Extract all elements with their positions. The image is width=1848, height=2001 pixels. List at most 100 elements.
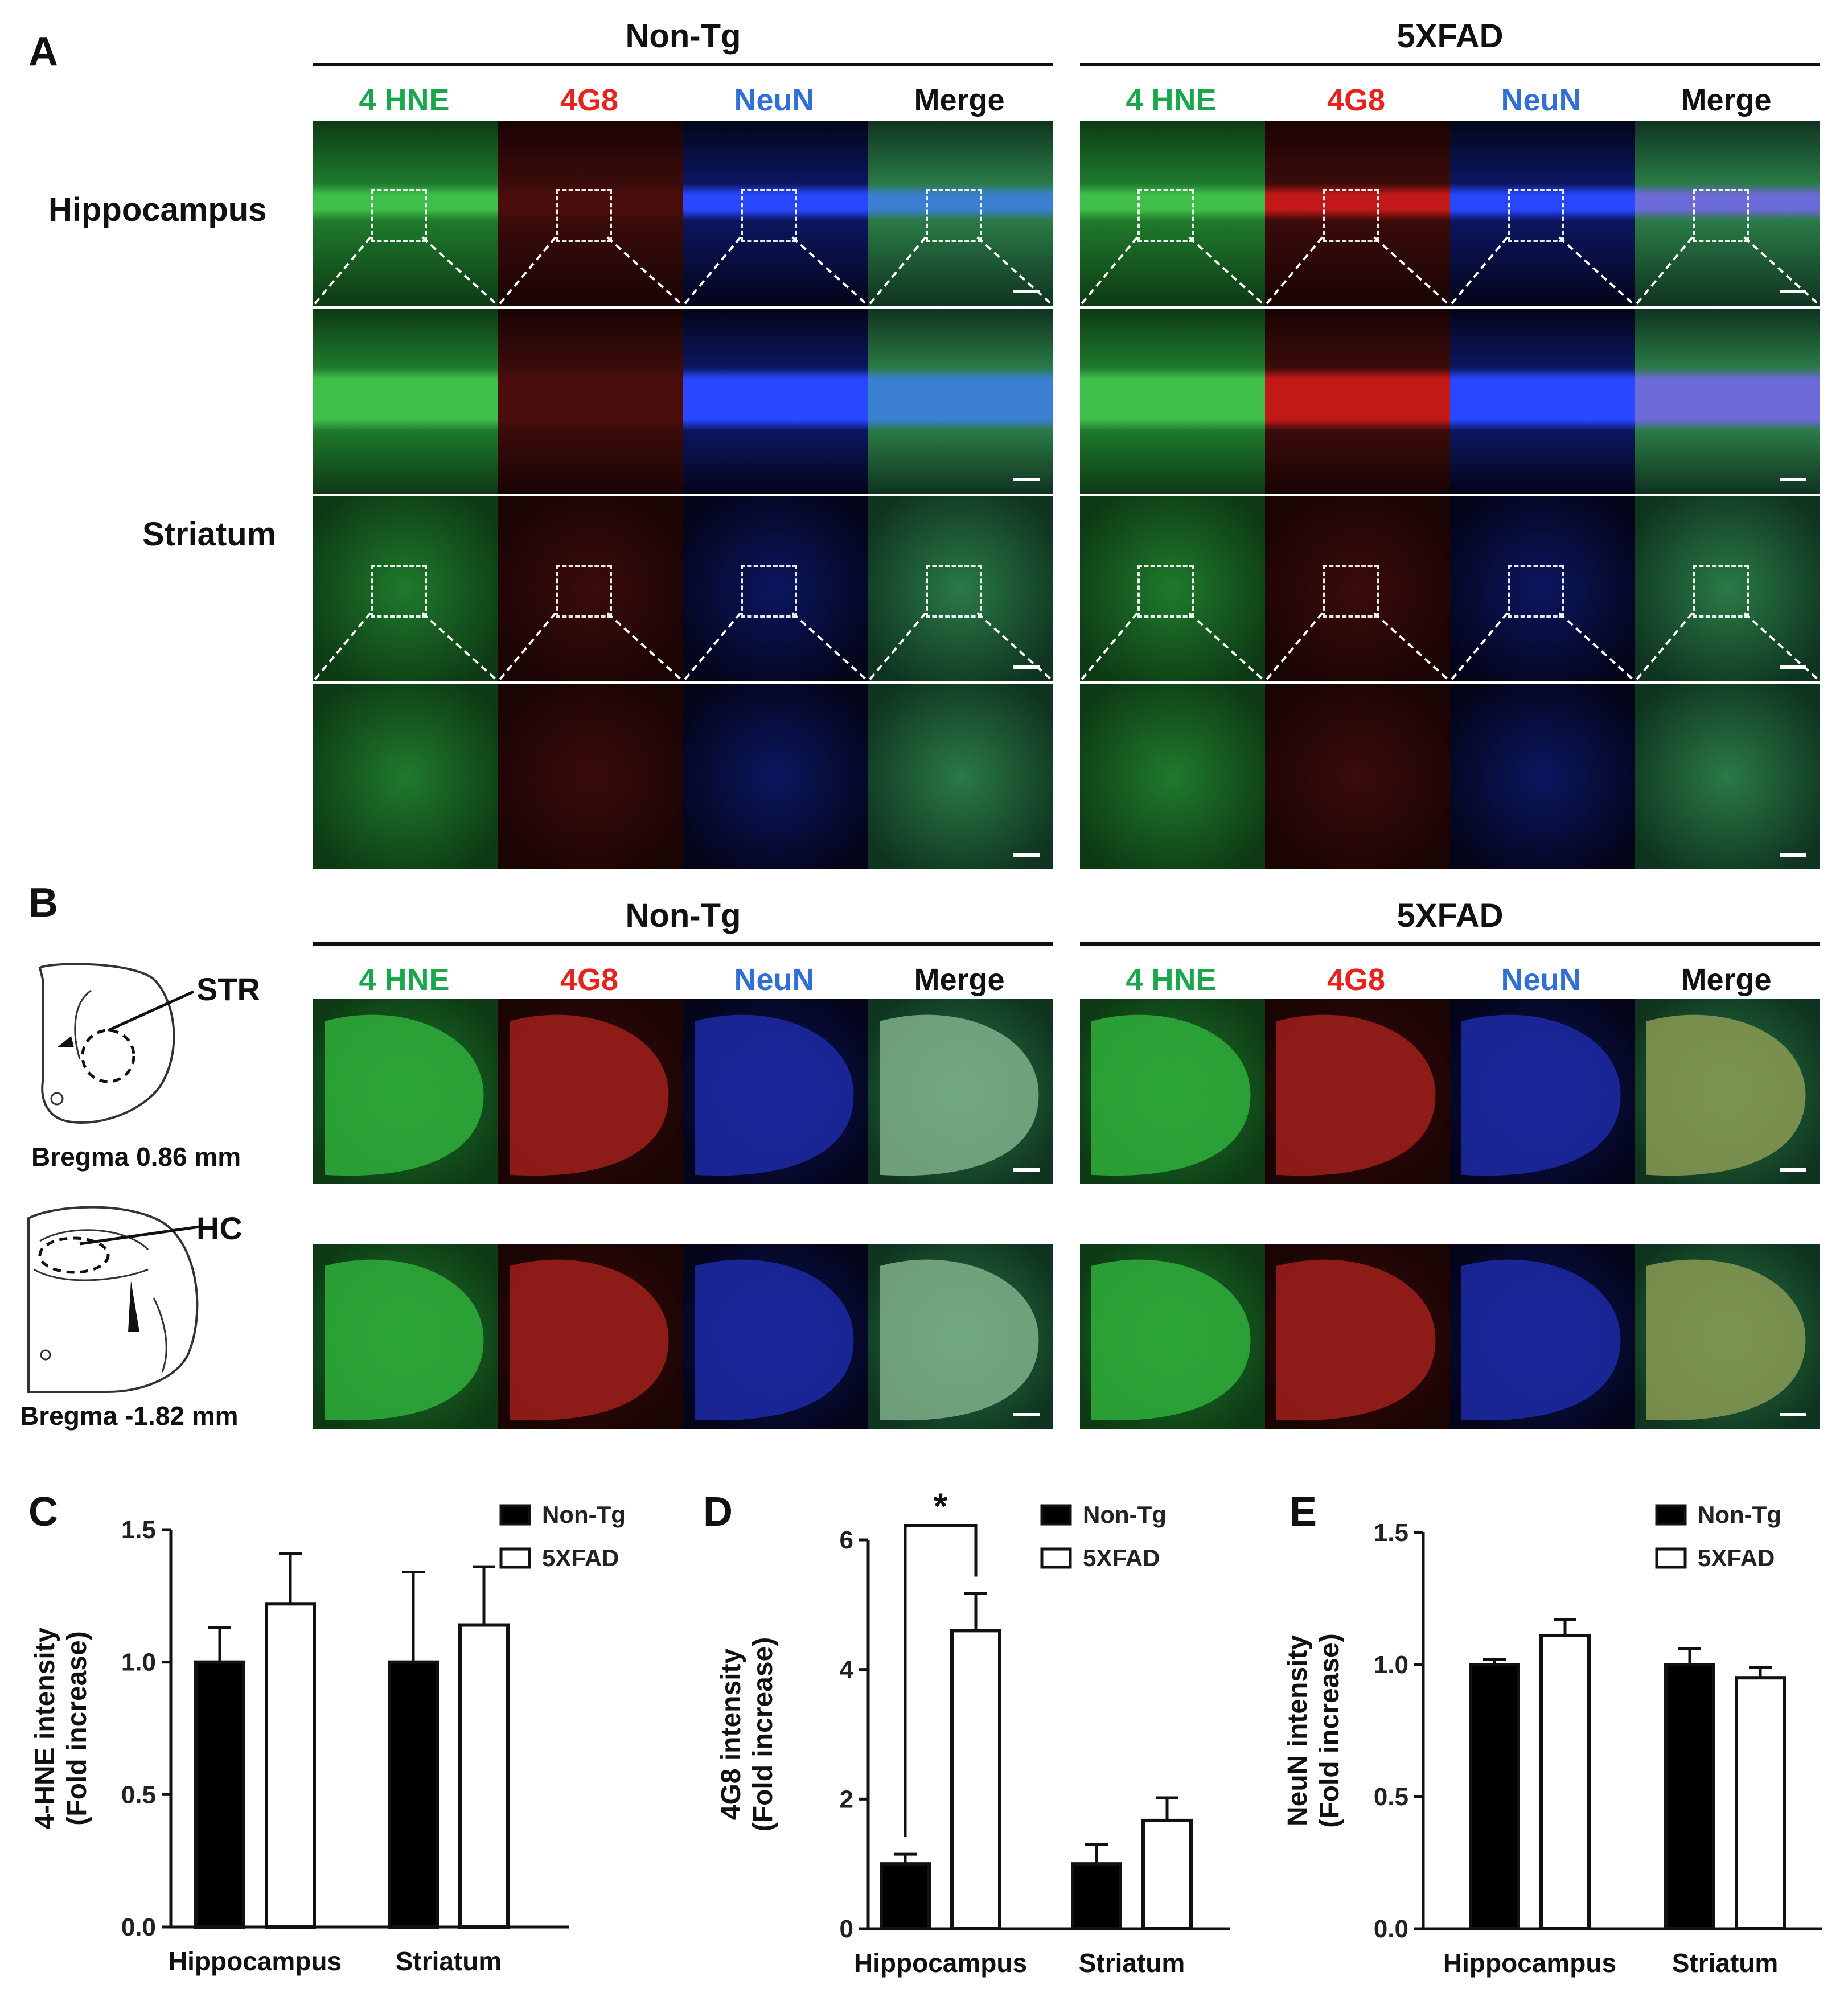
brain-section-shape [695,1014,854,1176]
inset-zoom-lines [1450,236,1635,306]
micrograph-g8 [1265,309,1450,494]
micrograph-merge [868,309,1053,494]
y-axis-label: (Fold increase) [1315,1633,1345,1827]
coronal-atlas-hc [27,1206,200,1393]
group-underline [1080,63,1820,66]
bar-non-tg-striatum [388,1660,439,1929]
bar-chart-neun: 0.0 0.5 1.0 1.5 NeuN intensity (Fold increase… [1283,1501,1822,1978]
brain-section-shape [1646,1014,1806,1176]
channel-header-hne: 4 HNE [359,83,450,117]
scale-bar [1780,1168,1806,1172]
micrograph-merge [1635,496,1820,681]
x-tick-label: Hippocampus [1443,1948,1616,1978]
micrograph-merge [868,999,1053,1184]
y-tick-label: 2 [840,1785,853,1813]
channel-header-merge: Merge [914,963,1005,997]
group-title-5xfad-a: 5XFAD [1397,18,1504,55]
y-tick-label: 0.5 [121,1781,156,1809]
inset-zoom-lines [313,236,498,306]
panel-label-e: E [1290,1489,1317,1535]
inset-zoom-lines [1265,236,1450,306]
micrograph-hne [313,496,498,681]
significance-bracket [904,1523,978,1838]
inset-zoom-lines [1080,612,1265,681]
bar-5xfad-striatum [1141,1818,1193,1930]
inset-zoom-lines [683,236,868,306]
micrograph-neun [1450,309,1635,494]
row-label-striatum: Striatum [142,516,277,553]
panel-label-b: B [28,880,58,926]
bar-chart-4g8: 0 2 4 6 4G8 intensity (Fold increase) Hippocam… [716,1485,1230,1978]
inset-box [1322,565,1379,618]
y-axis-label: (Fold increase) [748,1637,778,1831]
bar-5xfad-striatum [458,1623,510,1929]
inset-box [1507,565,1564,618]
inset-box [925,565,982,618]
panel-label-a: A [28,29,58,75]
inset-box [555,565,612,618]
y-axis-label: NeuN intensity [1283,1635,1313,1826]
micrograph-merge [1635,309,1820,494]
micrograph-neun [683,684,868,869]
bar-chart-4hne: 0.0 0.5 1.0 1.5 4-HNE intensity (Fold increas… [30,1501,626,1976]
x-tick-label: Striatum [396,1946,502,1976]
channel-header-g8: 4G8 [1327,83,1386,117]
legend-label: 5XFAD [1698,1544,1775,1571]
bar-non-tg-hippocampus [194,1660,245,1929]
significance-star: * [934,1485,948,1526]
y-axis-label: (Fold increase) [62,1631,92,1825]
micrograph-merge [1635,684,1820,869]
bar-5xfad-hippocampus [950,1629,1001,1931]
channel-header-g8: 4G8 [560,83,619,117]
micrograph-hne [313,999,498,1184]
scale-bar [1780,290,1806,293]
group-title-nontg-b: Non-Tg [625,897,741,934]
micrograph-neun [683,309,868,494]
brain-section-shape [325,1014,484,1176]
inset-box [740,189,797,242]
scale-bar [1780,1413,1806,1416]
scale-bar [1780,665,1806,669]
micrograph-g8 [498,684,683,869]
legend-label: Non-Tg [1083,1501,1167,1528]
micrograph-g8 [1265,684,1450,869]
micrograph-g8 [498,496,683,681]
y-tick-label: 1.0 [1374,1651,1408,1679]
brain-section-shape [1646,1259,1806,1421]
micrograph-merge [868,684,1053,869]
legend-label: Non-Tg [542,1501,626,1528]
legend-label: 5XFAD [1083,1544,1160,1571]
channel-header-merge: Merge [1681,83,1772,117]
inset-zoom-lines [1080,236,1265,306]
channel-header-neun: NeuN [734,963,815,997]
inset-box [1507,189,1564,242]
micrograph-neun [1450,684,1635,869]
brain-section-shape [1276,1259,1436,1421]
atlas-bregma-hc: Bregma -1.82 mm [20,1401,239,1431]
scale-bar [1780,853,1806,857]
coronal-atlas-str [38,963,195,1124]
y-tick-label: 1.0 [121,1649,156,1677]
brain-section-shape [510,1014,669,1176]
legend-swatch [1655,1547,1687,1569]
brain-section-shape [510,1259,669,1421]
bar-non-tg-striatum [1664,1663,1715,1930]
micrograph-g8 [1265,121,1450,306]
inset-zoom-lines [498,612,683,681]
scale-bar [1013,853,1040,857]
inset-box [740,565,797,618]
inset-zoom-lines [498,236,683,306]
micrograph-neun [1450,1244,1635,1429]
micrograph-merge [1635,999,1820,1184]
brain-section-shape [1461,1014,1621,1176]
brain-section-shape [880,1259,1039,1421]
micrograph-hne [1080,1244,1265,1429]
channel-header-neun: NeuN [1501,83,1582,117]
legend-swatch [499,1547,531,1569]
bar-non-tg-hippocampus [880,1862,931,1931]
inset-zoom-lines [868,612,1053,681]
x-tick-label: Striatum [1672,1948,1779,1978]
micrograph-g8 [1265,999,1450,1184]
micrograph-g8 [498,309,683,494]
inset-box [370,189,427,242]
